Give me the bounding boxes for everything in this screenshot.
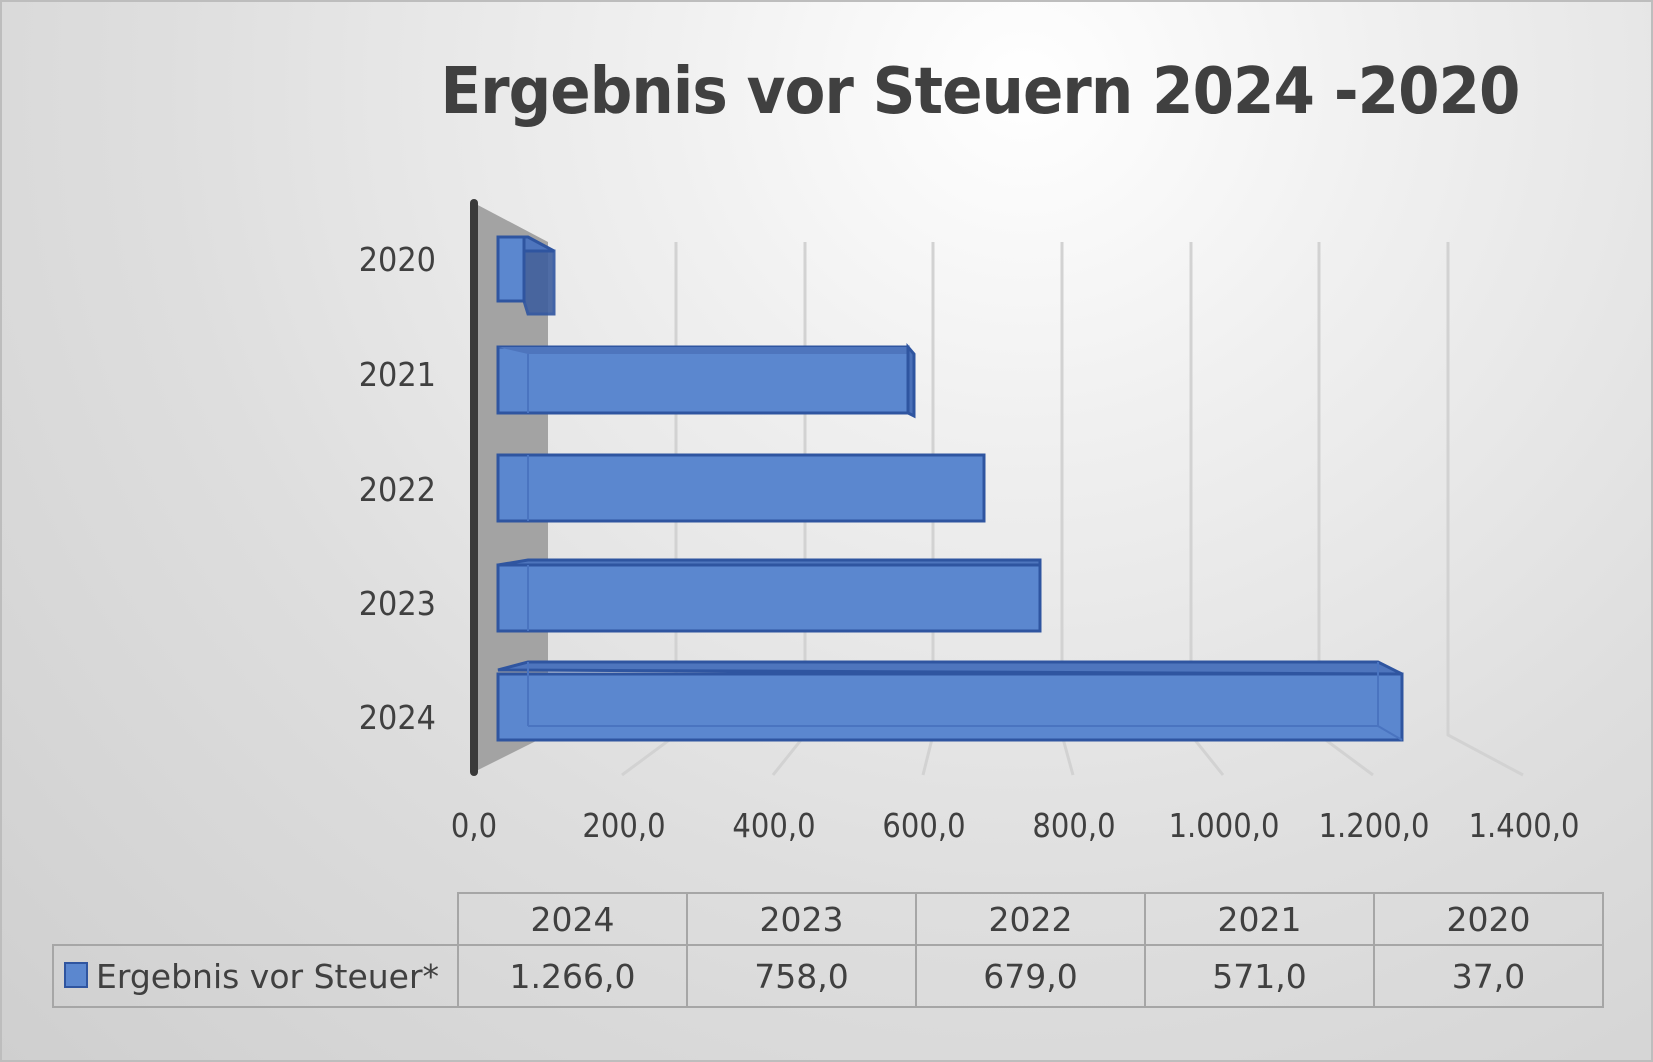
bar-2024	[496, 660, 1404, 742]
data-table-header: 2021	[1144, 892, 1375, 946]
x-tick-label: 1.000,0	[1168, 806, 1280, 845]
data-table-header-row: 2024 2023 2022 2021 2020	[53, 892, 1604, 946]
data-table-header: 2024	[457, 892, 688, 946]
bar-2023	[496, 558, 1042, 633]
x-tick-label: 0,0	[450, 806, 498, 845]
y-tick-label: 2020	[358, 240, 436, 279]
y-tick-label: 2021	[358, 355, 436, 394]
bar-2021	[496, 342, 916, 419]
x-tick-label: 1.200,0	[1318, 806, 1430, 845]
data-table-row: Ergebnis vor Steuer* 1.266,0 758,0 679,0…	[52, 944, 1604, 1008]
chart-title: Ergebnis vor Steuern 2024 -2020	[440, 55, 1520, 129]
legend-swatch-icon	[64, 962, 88, 988]
data-table-cell: 679,0	[915, 944, 1146, 1008]
x-tick-label: 800,0	[1032, 806, 1116, 845]
legend-label: Ergebnis vor Steuer*	[96, 956, 440, 996]
x-tick-label: 1.400,0	[1468, 806, 1580, 845]
y-tick-label: 2023	[358, 584, 436, 623]
y-tick-label: 2024	[358, 698, 436, 737]
x-tick-label: 400,0	[732, 806, 816, 845]
data-table-corner	[53, 893, 459, 946]
data-table-cell: 37,0	[1373, 944, 1604, 1008]
bar-2022	[496, 453, 986, 523]
data-table-cell: 1.266,0	[457, 944, 688, 1008]
data-table-cell: 571,0	[1144, 944, 1375, 1008]
x-tick-label: 600,0	[882, 806, 966, 845]
data-table: 2024 2023 2022 2021 2020 Ergebnis vor St…	[52, 892, 1604, 1008]
y-tick-label: 2022	[358, 470, 436, 509]
data-table-header: 2022	[915, 892, 1146, 946]
data-table-header: 2023	[686, 892, 917, 946]
data-table-header: 2020	[1373, 892, 1604, 946]
bar-2020	[496, 235, 556, 316]
x-tick-label: 200,0	[582, 806, 666, 845]
data-table-cell: 758,0	[686, 944, 917, 1008]
legend-entry: Ergebnis vor Steuer*	[52, 944, 459, 1008]
